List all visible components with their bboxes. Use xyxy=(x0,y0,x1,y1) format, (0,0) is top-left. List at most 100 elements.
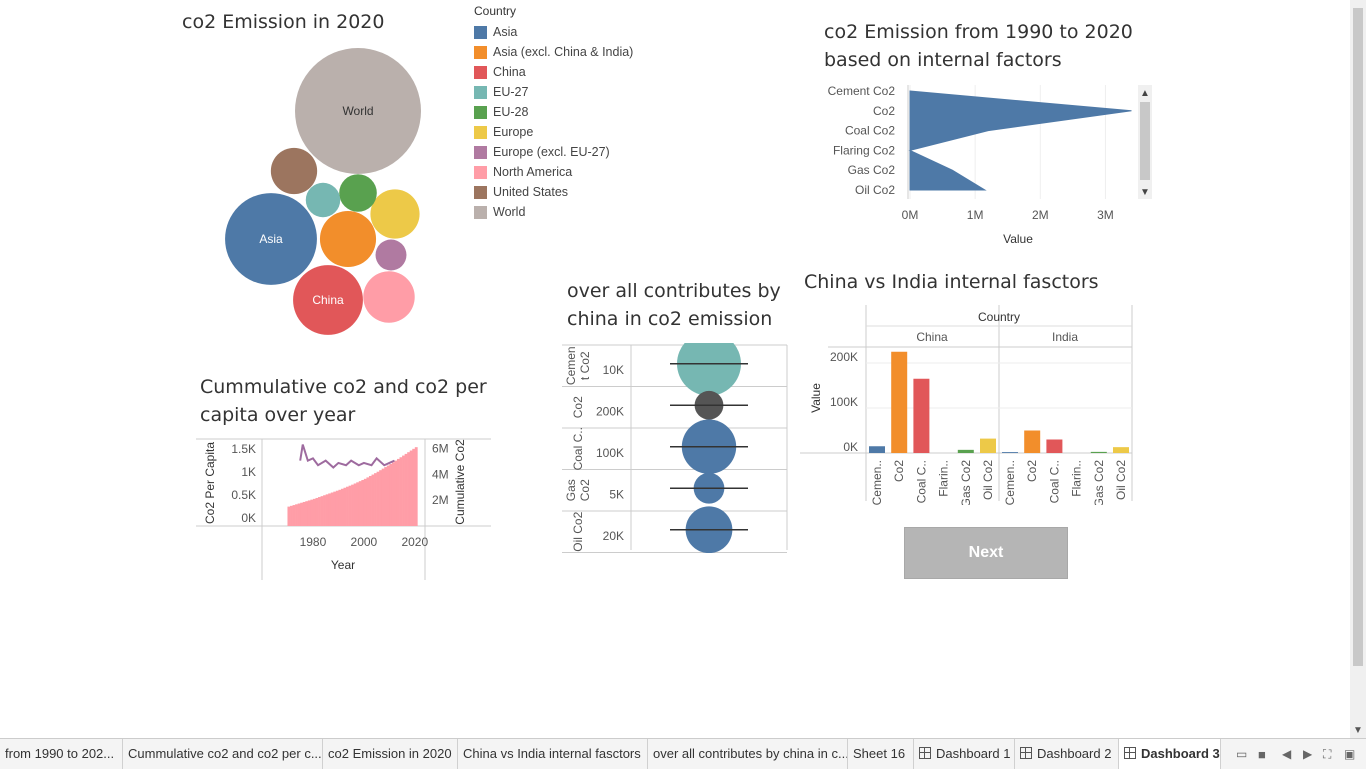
cumulative-bar[interactable] xyxy=(348,485,352,526)
cumulative-bar[interactable] xyxy=(394,460,398,526)
bubble-china[interactable] xyxy=(293,265,363,335)
cumulative-chart[interactable]: 0K 0.5K 1K 1.5K 2M 4M 6M 1980 2000 2020 Co2 Per C… xyxy=(196,436,496,581)
bubble-north-america[interactable] xyxy=(363,271,415,323)
fit-to-screen-icon[interactable]: ⛶ xyxy=(1323,747,1332,761)
bubble-united-states[interactable] xyxy=(270,147,318,195)
page-scroll-thumb[interactable] xyxy=(1353,8,1363,666)
previous-sheet-icon[interactable]: ◀ xyxy=(1282,747,1292,761)
cumulative-bar[interactable] xyxy=(363,478,367,526)
cumulative-bar[interactable] xyxy=(386,465,390,526)
scroll-up-icon[interactable]: ▲ xyxy=(1140,88,1150,99)
cumulative-bar[interactable] xyxy=(391,462,395,526)
cumulative-bar[interactable] xyxy=(414,447,418,526)
cumulative-bar[interactable] xyxy=(318,497,321,526)
cumulative-bar[interactable] xyxy=(333,491,337,526)
cumulative-bar[interactable] xyxy=(297,503,301,526)
sheet-tab[interactable]: China vs India internal fasctors xyxy=(458,739,648,769)
cumulative-bar[interactable] xyxy=(346,486,349,526)
cumulative-bar[interactable] xyxy=(384,467,388,526)
bubble-eu-27[interactable] xyxy=(305,182,341,218)
ci-bar[interactable] xyxy=(891,351,908,453)
show-filmstrip-icon[interactable]: ■ xyxy=(1258,747,1266,762)
cumulative-bar[interactable] xyxy=(287,506,291,526)
ci-bar[interactable] xyxy=(1113,447,1129,453)
cumulative-bar[interactable] xyxy=(379,470,383,526)
legend-item[interactable]: North America xyxy=(474,162,633,182)
legend-item[interactable]: Asia xyxy=(474,22,633,42)
ci-bar[interactable] xyxy=(957,449,974,453)
area-chart[interactable]: Cement Co2 Co2 Coal Co2 Flaring Co2 Gas Co2 O… xyxy=(820,82,1160,252)
show-sheet-sorter-icon[interactable]: ▭ xyxy=(1236,747,1248,761)
ci-bar[interactable] xyxy=(869,446,885,453)
china-india-chart[interactable]: Country 0K 100K 200K China Cemen.. Co2 Coal C.… xyxy=(798,305,1138,505)
ci-bar[interactable] xyxy=(1046,439,1063,454)
cumulative-bar[interactable] xyxy=(374,473,377,526)
sheet-tab[interactable]: Dashboard 3 xyxy=(1119,739,1221,769)
legend-item[interactable]: United States xyxy=(474,182,633,202)
bubble-europe-excl-eu-27-[interactable] xyxy=(375,239,407,271)
ci-bar[interactable] xyxy=(1090,451,1107,453)
legend-item[interactable]: China xyxy=(474,62,633,82)
cumulative-bar[interactable] xyxy=(320,496,324,526)
ci-bar[interactable] xyxy=(1024,430,1041,454)
cumulative-bar[interactable] xyxy=(330,492,334,526)
scroll-down-arrow-icon[interactable]: ▼ xyxy=(1353,725,1363,736)
next-sheet-icon[interactable]: ▶ xyxy=(1303,747,1313,761)
cumulative-bar[interactable] xyxy=(335,490,339,526)
legend-item[interactable]: EU-27 xyxy=(474,82,633,102)
legend-item[interactable]: Europe (excl. EU-27) xyxy=(474,142,633,162)
cumulative-bar[interactable] xyxy=(305,501,309,526)
cumulative-bar[interactable] xyxy=(353,483,357,526)
cumulative-bar[interactable] xyxy=(376,471,380,526)
cumulative-bar[interactable] xyxy=(407,452,411,526)
ci-bar[interactable] xyxy=(1002,452,1018,453)
presentation-mode-icon[interactable]: ▣ xyxy=(1344,747,1356,761)
bubble-europe[interactable] xyxy=(370,189,420,239)
cumulative-bar[interactable] xyxy=(292,505,296,526)
cumulative-bar[interactable] xyxy=(399,457,403,526)
ci-bar[interactable] xyxy=(913,378,930,453)
cumulative-bar[interactable] xyxy=(343,487,347,526)
sheet-tab[interactable]: over all contributes by china in c... xyxy=(648,739,848,769)
cumulative-bar[interactable] xyxy=(338,489,342,526)
legend-item[interactable]: Europe xyxy=(474,122,633,142)
cumulative-bar[interactable] xyxy=(300,502,304,526)
cumulative-bar[interactable] xyxy=(290,505,293,526)
bubble-world[interactable] xyxy=(295,48,421,174)
cumulative-bar[interactable] xyxy=(409,450,413,526)
cumulative-bar[interactable] xyxy=(371,474,375,526)
bubble-asia-excl-china-india-[interactable] xyxy=(319,210,377,268)
cumulative-bar[interactable] xyxy=(307,500,311,526)
cumulative-bar[interactable] xyxy=(412,448,416,526)
page-scrollbar[interactable]: ▼ xyxy=(1350,0,1366,738)
cumulative-bar[interactable] xyxy=(404,453,408,526)
legend-item[interactable]: World xyxy=(474,202,633,222)
bubble-eu-28[interactable] xyxy=(339,174,377,212)
area-scroll-thumb[interactable] xyxy=(1140,102,1150,180)
per-capita-line[interactable] xyxy=(299,444,395,469)
scroll-down-icon[interactable]: ▼ xyxy=(1140,187,1150,198)
cumulative-bar[interactable] xyxy=(366,477,370,526)
cumulative-bar[interactable] xyxy=(302,501,306,526)
bubble-chart[interactable]: World Asia China xyxy=(210,40,450,340)
cumulative-bar[interactable] xyxy=(325,494,329,526)
ci-bar[interactable] xyxy=(980,438,996,453)
sheet-tab[interactable]: Dashboard 1 xyxy=(914,739,1015,769)
cumulative-bar[interactable] xyxy=(310,499,314,526)
cumulative-bar[interactable] xyxy=(358,481,362,526)
cumulative-bar[interactable] xyxy=(396,458,400,526)
cumulative-bar[interactable] xyxy=(312,498,316,526)
cumulative-bar[interactable] xyxy=(295,504,298,526)
bubble-asia[interactable] xyxy=(225,193,317,285)
legend-item[interactable]: Asia (excl. China & India) xyxy=(474,42,633,62)
cumulative-bar[interactable] xyxy=(340,488,344,526)
cumulative-bar[interactable] xyxy=(351,484,354,526)
cumulative-bar[interactable] xyxy=(368,475,372,526)
cumulative-bar[interactable] xyxy=(389,463,393,526)
sheet-tab[interactable]: Sheet 16 xyxy=(848,739,914,769)
legend-item[interactable]: EU-28 xyxy=(474,102,633,122)
cumulative-bar[interactable] xyxy=(402,455,405,526)
sheet-tab[interactable]: Dashboard 2 xyxy=(1015,739,1119,769)
area-series[interactable] xyxy=(908,90,1132,191)
